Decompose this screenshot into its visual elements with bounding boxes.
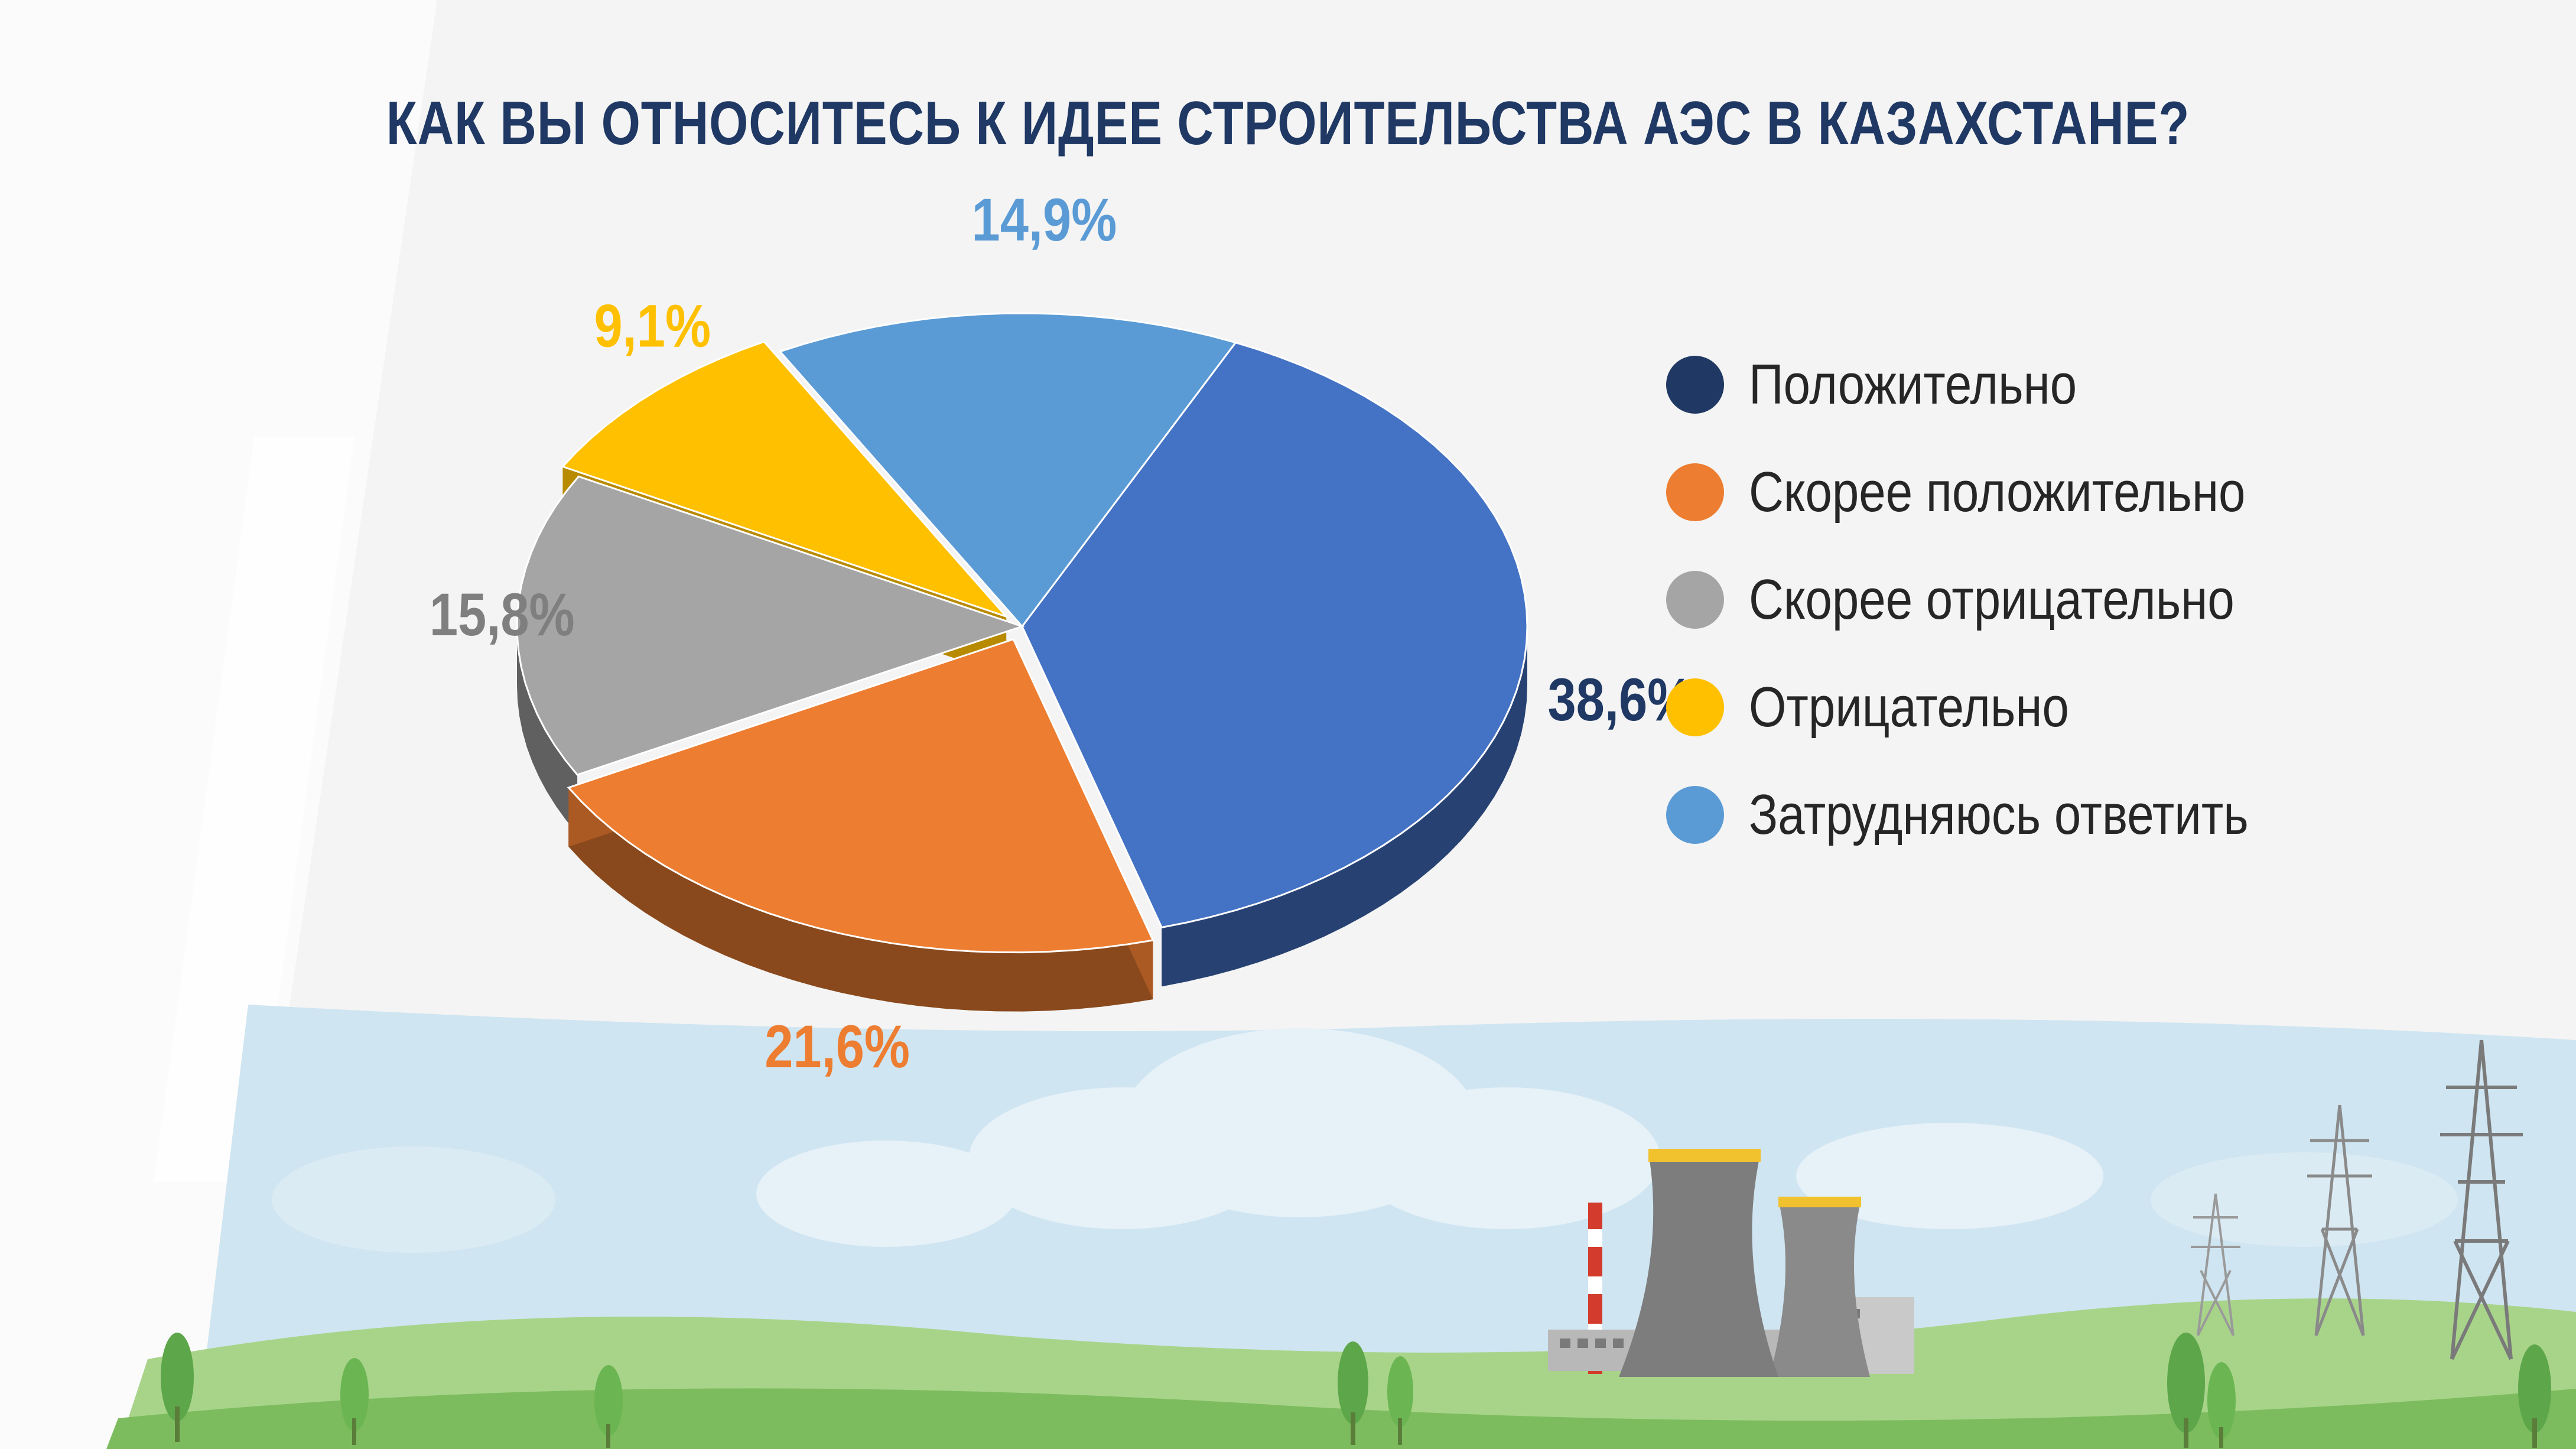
legend-item-rather-negative: Скорее отрицательно — [1666, 546, 2337, 654]
legend-marker — [1666, 678, 1724, 736]
legend-label: Отрицательно — [1749, 675, 2069, 739]
legend-label: Затрудняюсь ответить — [1749, 783, 2249, 846]
legend-item-rather-positive: Скорее положительно — [1666, 438, 2337, 546]
tree-icon — [161, 1333, 2551, 1448]
power-pylon-icon — [2191, 1193, 2240, 1336]
legend-marker — [1666, 786, 1724, 844]
pie-slice — [567, 638, 1154, 954]
pie-slice — [516, 475, 1025, 776]
cooling-tower-icon — [1619, 1152, 1778, 1377]
pie-slice-value-label: 21,6% — [765, 1013, 910, 1081]
pie-slice — [1021, 341, 1528, 929]
legend-item-undecided: Затрудняюсь ответить — [1666, 761, 2337, 869]
legend-marker — [1666, 463, 1724, 521]
pie-slice-side — [568, 787, 1153, 1012]
decor-panel — [154, 437, 354, 1182]
pie-slice-value-label: 15,8% — [430, 581, 575, 648]
legend-marker — [1666, 356, 1724, 414]
legend-label: Положительно — [1749, 353, 2077, 416]
cooling-tower-icon — [1770, 1200, 1870, 1377]
pie-slice-value-label: 14,9% — [972, 187, 1117, 254]
pie-slice-side — [1162, 626, 1527, 987]
pie-slice — [778, 312, 1237, 628]
power-plant-icon — [1548, 1149, 1914, 1377]
legend-item-negative: Отрицательно — [1666, 654, 2337, 761]
power-pylon-icon — [2440, 1039, 2523, 1360]
cloud-icon — [756, 1028, 2103, 1247]
legend-label: Скорее отрицательно — [1749, 568, 2235, 631]
cloud-icon — [272, 1146, 2458, 1253]
pie-slice — [561, 340, 1009, 619]
chart-title: КАК ВЫ ОТНОСИТЕСЬ К ИДЕЕ СТРОИТЕЛЬСТВА А… — [386, 89, 2190, 158]
legend-item-positive: Положительно — [1666, 331, 2337, 438]
legend-label: Скорее положительно — [1749, 460, 2246, 524]
pie-chart — [516, 312, 1528, 1012]
landscape-illustration — [106, 1005, 2576, 1449]
pie-slice-side — [517, 626, 578, 834]
legend-marker — [1666, 571, 1724, 629]
power-pylon-icon — [2307, 1104, 2372, 1336]
pie-slice-value-label: 9,1% — [594, 293, 711, 360]
legend: Положительно Скорее положительно Скорее … — [1666, 331, 2337, 869]
hill-front — [106, 1388, 2576, 1449]
